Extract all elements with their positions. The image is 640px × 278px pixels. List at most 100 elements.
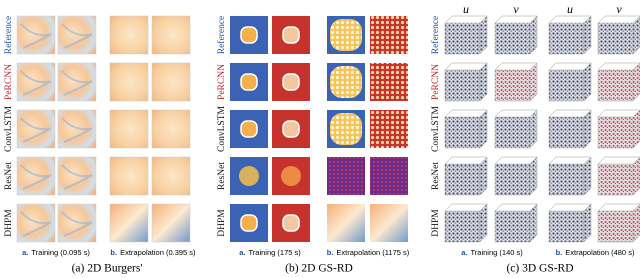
cube-edge: [597, 156, 640, 195]
field: [151, 203, 191, 243]
image: [16, 109, 56, 149]
image: [272, 110, 310, 148]
spot: [282, 120, 300, 138]
image: [57, 156, 97, 196]
spot: [239, 166, 259, 186]
panel-caption: (a) 2D Burgers': [72, 263, 143, 275]
image: [370, 204, 408, 242]
cube-edge: [444, 203, 487, 242]
row-label: PeRCNN: [431, 64, 441, 100]
image: [327, 204, 365, 242]
column-label: u: [567, 2, 573, 16]
image: [109, 15, 149, 55]
field: [109, 203, 149, 243]
image: [494, 203, 538, 243]
row-label: Reference: [216, 16, 227, 55]
cube: [494, 203, 538, 243]
streak: [61, 70, 93, 96]
field: [151, 15, 191, 55]
image: [109, 203, 149, 243]
sub-caption-text: Extrapolation (0.395 s): [120, 248, 196, 257]
image: [57, 62, 97, 102]
image: [57, 109, 97, 149]
image: [230, 110, 268, 148]
blob: [330, 19, 362, 51]
row-label: ConvLSTM: [431, 105, 441, 151]
row-label: ResNet: [431, 162, 441, 190]
cube: [597, 203, 640, 243]
sub-caption-letter: b.: [110, 248, 117, 257]
sub-caption-letter: a.: [461, 248, 467, 257]
cube-edge: [494, 15, 537, 54]
row-label: ConvLSTM: [217, 105, 227, 151]
image: [548, 109, 592, 149]
cube: [494, 15, 538, 55]
cube-edge: [597, 62, 640, 101]
cube: [548, 15, 592, 55]
sub-caption-letter: b.: [327, 248, 334, 257]
image: [272, 204, 310, 242]
cube-edge: [597, 203, 640, 242]
image: [151, 62, 191, 102]
image: [597, 156, 640, 196]
column-label: v: [616, 2, 622, 16]
spot: [282, 73, 300, 91]
cube-edge: [444, 156, 487, 195]
field: [327, 204, 365, 242]
row-label: Reference: [430, 16, 441, 55]
cube-edge: [444, 109, 487, 148]
image: [444, 62, 488, 102]
cube-edge: [444, 62, 487, 101]
cube: [597, 62, 640, 102]
cube-edge: [444, 15, 487, 54]
spot: [240, 26, 258, 44]
image: [548, 62, 592, 102]
image: [370, 110, 408, 148]
image: [597, 62, 640, 102]
field: [151, 109, 191, 149]
sub-caption: b. Extrapolation (1175 s): [327, 248, 410, 257]
image: [327, 63, 365, 101]
sub-caption-letter: a.: [22, 248, 28, 257]
row-label: PeRCNN: [217, 64, 227, 100]
cube-edge: [494, 156, 537, 195]
cube: [444, 15, 488, 55]
sub-caption-letter: a.: [239, 248, 245, 257]
sub-caption: b. Extrapolation (480 s): [556, 248, 635, 257]
image: [548, 203, 592, 243]
streak: [20, 164, 52, 190]
streak: [61, 164, 93, 190]
field: [370, 16, 408, 54]
image: [494, 62, 538, 102]
image: [370, 157, 408, 195]
streak: [61, 211, 93, 237]
sub-caption-letter: b.: [556, 248, 563, 257]
blob: [330, 113, 362, 145]
image: [327, 110, 365, 148]
row-label: DHPM: [217, 209, 227, 237]
image: [57, 203, 97, 243]
field: [109, 62, 149, 102]
cube: [548, 62, 592, 102]
spot: [281, 166, 301, 186]
streak: [20, 70, 52, 96]
cube: [444, 109, 488, 149]
field: [370, 157, 408, 195]
image: [16, 15, 56, 55]
cube: [597, 15, 640, 55]
panel-caption: (c) 3D GS-RD: [506, 263, 573, 275]
cube: [597, 156, 640, 196]
cube-edge: [494, 203, 537, 242]
image: [597, 15, 640, 55]
row-label: DHPM: [4, 209, 14, 237]
image: [272, 157, 310, 195]
cube: [548, 203, 592, 243]
streak: [61, 117, 93, 143]
row-label: ResNet: [4, 162, 14, 190]
cube-edge: [548, 62, 591, 101]
image: [494, 15, 538, 55]
cube: [494, 109, 538, 149]
image: [597, 109, 640, 149]
cube-edge: [597, 109, 640, 148]
image: [16, 62, 56, 102]
